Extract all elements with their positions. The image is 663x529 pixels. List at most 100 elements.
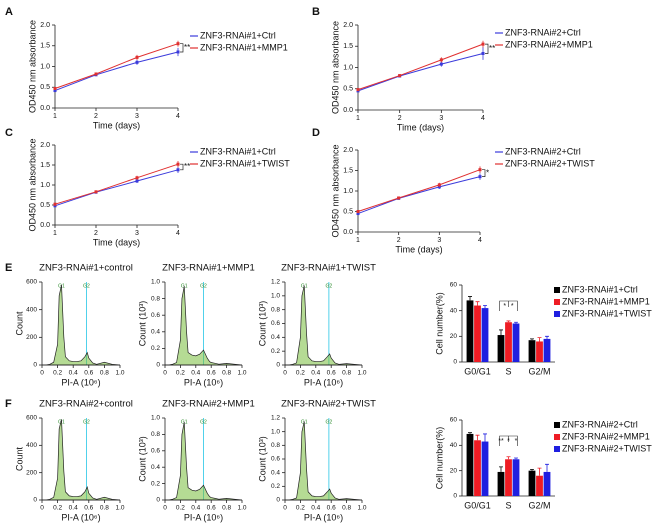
y-tick-label: 40: [450, 442, 458, 449]
significance: **: [184, 43, 190, 52]
y-tick-label: 400: [26, 442, 37, 449]
x-axis-label: Time (days): [93, 237, 140, 247]
significance: *: [515, 438, 518, 445]
point: [135, 179, 139, 183]
x-tick-label: 0: [163, 370, 167, 377]
x-tick-label: 3: [439, 115, 443, 122]
point: [356, 210, 360, 213]
bar: [528, 340, 536, 362]
point: [53, 89, 57, 93]
bracket: [482, 169, 486, 177]
y-tick-label: 2.0: [343, 147, 353, 154]
x-tick-label: 0.2: [296, 370, 305, 377]
y-tick-label: 0.8: [271, 306, 280, 313]
legend-label: ZNF3-RNAi#2+TWIST: [505, 158, 595, 168]
y-tick-label: 1.0: [343, 64, 353, 71]
y-tick-label: 0: [276, 497, 280, 504]
y-tick-label: 1.2: [271, 415, 280, 422]
x-tick-label: 0.2: [296, 505, 305, 512]
point: [176, 162, 180, 166]
x-tick-label: 0.6: [327, 370, 336, 377]
legend-swatch: [554, 311, 560, 317]
x-tick-label: 4: [481, 115, 485, 122]
y-tick-label: 40: [450, 307, 458, 314]
y-tick-label: 1.5: [343, 43, 353, 50]
error-bar: [529, 469, 534, 471]
significance: *: [511, 303, 514, 310]
panel-title: ZNF3-RNAi#1+control: [39, 263, 133, 274]
x-tick-label: 4: [176, 230, 180, 237]
y-tick-label: 1.0: [40, 182, 50, 189]
x-tick-label: 3: [437, 237, 441, 244]
y-tick-label: 0: [33, 362, 37, 369]
point: [94, 72, 98, 76]
x-tick-label: 0.2: [53, 370, 62, 377]
y-tick-label: 0.0: [343, 229, 353, 236]
y-tick-label: 0.6: [271, 456, 280, 463]
x-tick-label: 4: [176, 113, 180, 120]
y-tick-label: 0.8: [271, 442, 280, 449]
x-tick-label: 1.0: [357, 505, 366, 512]
gate-label: G2: [200, 283, 207, 289]
panel-letter: A: [5, 6, 13, 18]
significance: **: [489, 44, 495, 53]
point: [356, 88, 360, 92]
y-tick-label: 1.5: [343, 167, 353, 174]
error-bar: [529, 338, 534, 341]
panel-title: ZNF3-RNAi#1+MMP1: [162, 263, 255, 274]
legend-swatch: [554, 446, 560, 452]
x-tick-label: 0.6: [207, 370, 216, 377]
x-tick-label: 0: [283, 370, 287, 377]
y-tick-label: 200: [26, 334, 37, 341]
x-tick-label: 1.0: [115, 370, 124, 377]
y-axis-label: Cell number(%): [434, 427, 444, 490]
point: [481, 42, 485, 46]
x-tick-label: 2: [94, 230, 98, 237]
point: [94, 190, 98, 194]
histogram-area: [285, 285, 363, 366]
error-bar: [483, 305, 488, 309]
y-tick-label: 400: [26, 306, 37, 313]
x-tick-label: 0.6: [84, 370, 93, 377]
y-tick-label: 0.0: [343, 107, 353, 114]
y-tick-label: 2.0: [343, 22, 353, 29]
panel-title: ZNF3-RNAi#1+TWIST: [281, 263, 376, 274]
x-tick-label: 2: [94, 113, 98, 120]
gate-label: G2: [326, 419, 333, 425]
bar: [528, 470, 536, 496]
panel-title: ZNF3-RNAi#2+TWIST: [281, 399, 376, 410]
legend-label: ZNF3-RNAi#1+MMP1: [200, 42, 288, 52]
bar: [512, 323, 520, 362]
point: [398, 74, 402, 78]
x-axis-label: PI-A (10⁶): [184, 512, 223, 522]
histogram-area: [165, 422, 243, 501]
y-tick-label: 0: [33, 497, 37, 504]
x-tick-label: 0.4: [191, 505, 200, 512]
bracket: [499, 300, 518, 311]
point: [176, 42, 180, 46]
y-tick-label: 0.2: [271, 483, 280, 490]
x-tick-label: 0: [40, 370, 44, 377]
line: [357, 169, 481, 212]
histogram-area: [285, 421, 363, 501]
x-tick-label: 0.8: [222, 505, 231, 512]
x-tick-label: 0.4: [69, 505, 78, 512]
point: [478, 168, 482, 172]
significance: *: [503, 303, 506, 310]
x-tick-label: 0.8: [222, 370, 231, 377]
significance: **: [184, 162, 190, 171]
y-tick-label: 0.4: [151, 464, 160, 471]
y-tick-label: 0: [156, 362, 160, 369]
y-tick-label: 0.0: [40, 222, 50, 229]
line: [357, 52, 484, 92]
legend-label: ZNF3-RNAi#1+TWIST: [200, 158, 290, 168]
x-axis-label: PI-A (10⁶): [304, 512, 343, 522]
histogram-area: [42, 284, 121, 366]
x-axis-label: Time (days): [93, 120, 140, 130]
x-axis-label: PI-A (10⁶): [61, 512, 100, 522]
legend-label: ZNF3-RNAi#2+MMP1: [562, 431, 650, 441]
bracket: [180, 43, 184, 53]
x-tick-label: 2: [398, 115, 402, 122]
panel-letter: D: [312, 127, 320, 139]
histogram-area: [42, 419, 121, 501]
